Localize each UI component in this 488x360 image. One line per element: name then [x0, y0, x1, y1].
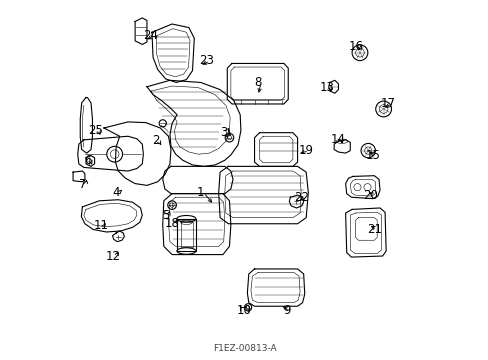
Text: 21: 21	[366, 223, 381, 236]
Text: 4: 4	[112, 186, 120, 199]
Text: 16: 16	[348, 40, 363, 53]
Text: 3: 3	[220, 126, 227, 139]
Text: 9: 9	[283, 305, 290, 318]
Text: 20: 20	[363, 189, 377, 202]
Text: 10: 10	[236, 305, 251, 318]
Text: 5: 5	[162, 209, 169, 222]
Text: 18: 18	[164, 217, 179, 230]
Text: 13: 13	[319, 81, 334, 94]
Text: 17: 17	[380, 98, 395, 111]
Text: 8: 8	[254, 76, 261, 89]
Text: 15: 15	[365, 149, 380, 162]
Text: F1EZ-00813-A: F1EZ-00813-A	[212, 344, 276, 353]
Text: 7: 7	[79, 178, 87, 191]
Text: 2: 2	[151, 134, 159, 147]
Text: 11: 11	[93, 219, 108, 233]
Text: 24: 24	[143, 29, 158, 42]
Text: 23: 23	[199, 54, 214, 67]
Text: 6: 6	[83, 154, 91, 167]
Text: 25: 25	[88, 124, 103, 137]
Text: 12: 12	[106, 249, 121, 262]
Text: 14: 14	[330, 133, 345, 146]
Text: 19: 19	[298, 144, 313, 157]
Text: 1: 1	[197, 186, 204, 199]
Text: 22: 22	[293, 191, 308, 204]
